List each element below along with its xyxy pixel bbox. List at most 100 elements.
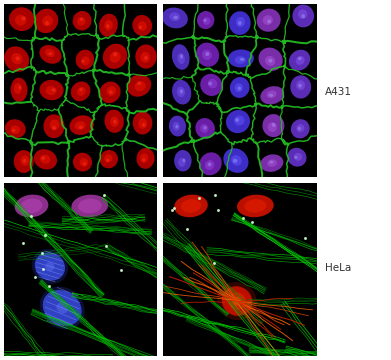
Ellipse shape bbox=[56, 303, 68, 313]
Ellipse shape bbox=[138, 21, 147, 31]
Ellipse shape bbox=[236, 17, 245, 27]
Ellipse shape bbox=[42, 15, 53, 27]
Ellipse shape bbox=[137, 81, 142, 85]
Ellipse shape bbox=[289, 50, 310, 71]
Ellipse shape bbox=[287, 148, 307, 167]
Ellipse shape bbox=[48, 52, 52, 55]
Ellipse shape bbox=[106, 159, 109, 162]
Ellipse shape bbox=[205, 52, 209, 56]
Ellipse shape bbox=[79, 126, 83, 129]
Ellipse shape bbox=[32, 249, 68, 284]
Ellipse shape bbox=[298, 84, 302, 88]
Ellipse shape bbox=[208, 82, 212, 85]
Ellipse shape bbox=[228, 292, 246, 310]
Ellipse shape bbox=[20, 156, 29, 166]
Ellipse shape bbox=[15, 195, 48, 217]
Ellipse shape bbox=[138, 26, 142, 29]
Ellipse shape bbox=[100, 82, 120, 103]
Ellipse shape bbox=[39, 45, 61, 64]
Ellipse shape bbox=[196, 42, 219, 67]
Ellipse shape bbox=[9, 7, 34, 31]
Ellipse shape bbox=[268, 59, 273, 63]
Ellipse shape bbox=[140, 52, 150, 63]
Ellipse shape bbox=[103, 44, 127, 69]
Ellipse shape bbox=[177, 87, 185, 97]
Ellipse shape bbox=[136, 148, 154, 169]
Ellipse shape bbox=[15, 15, 27, 26]
Ellipse shape bbox=[174, 15, 178, 19]
Ellipse shape bbox=[169, 12, 180, 21]
Ellipse shape bbox=[142, 123, 145, 127]
Ellipse shape bbox=[142, 158, 145, 162]
Ellipse shape bbox=[11, 126, 20, 134]
Ellipse shape bbox=[260, 86, 284, 104]
Ellipse shape bbox=[208, 79, 217, 88]
Ellipse shape bbox=[228, 49, 254, 67]
Ellipse shape bbox=[75, 50, 94, 69]
Text: A431: A431 bbox=[325, 87, 352, 97]
Ellipse shape bbox=[178, 53, 185, 64]
Ellipse shape bbox=[110, 117, 119, 127]
Ellipse shape bbox=[197, 11, 214, 29]
Ellipse shape bbox=[174, 195, 208, 217]
Ellipse shape bbox=[72, 195, 108, 217]
Ellipse shape bbox=[229, 11, 251, 35]
Ellipse shape bbox=[265, 56, 275, 66]
Ellipse shape bbox=[178, 158, 185, 167]
Ellipse shape bbox=[235, 56, 246, 64]
Ellipse shape bbox=[109, 90, 113, 94]
Ellipse shape bbox=[203, 19, 206, 22]
Ellipse shape bbox=[235, 118, 239, 122]
Ellipse shape bbox=[34, 149, 57, 170]
Ellipse shape bbox=[294, 153, 302, 161]
Ellipse shape bbox=[180, 54, 183, 59]
Ellipse shape bbox=[268, 122, 277, 132]
Ellipse shape bbox=[73, 153, 92, 171]
Ellipse shape bbox=[269, 161, 273, 163]
Ellipse shape bbox=[80, 158, 88, 167]
Ellipse shape bbox=[238, 21, 242, 25]
Ellipse shape bbox=[113, 52, 117, 57]
Ellipse shape bbox=[73, 11, 91, 31]
Ellipse shape bbox=[291, 75, 311, 99]
Ellipse shape bbox=[39, 80, 64, 100]
Ellipse shape bbox=[199, 152, 222, 175]
Ellipse shape bbox=[256, 9, 281, 32]
Ellipse shape bbox=[296, 80, 305, 90]
Ellipse shape bbox=[50, 120, 59, 130]
Ellipse shape bbox=[45, 21, 49, 25]
Ellipse shape bbox=[41, 156, 45, 160]
Ellipse shape bbox=[104, 20, 113, 31]
Ellipse shape bbox=[301, 14, 305, 18]
Text: HeLa: HeLa bbox=[325, 263, 351, 273]
Ellipse shape bbox=[133, 112, 152, 135]
Ellipse shape bbox=[223, 148, 248, 173]
Ellipse shape bbox=[80, 18, 83, 21]
Ellipse shape bbox=[173, 122, 180, 131]
Ellipse shape bbox=[294, 156, 298, 159]
Ellipse shape bbox=[296, 124, 304, 132]
Ellipse shape bbox=[14, 150, 34, 173]
Ellipse shape bbox=[113, 120, 117, 124]
Ellipse shape bbox=[298, 9, 307, 19]
Ellipse shape bbox=[14, 83, 22, 94]
Ellipse shape bbox=[208, 162, 212, 166]
Ellipse shape bbox=[39, 287, 85, 329]
Ellipse shape bbox=[71, 81, 90, 101]
Ellipse shape bbox=[233, 159, 237, 163]
Ellipse shape bbox=[196, 118, 215, 139]
Ellipse shape bbox=[83, 162, 86, 165]
Ellipse shape bbox=[238, 86, 241, 90]
Ellipse shape bbox=[205, 160, 214, 170]
Ellipse shape bbox=[52, 88, 56, 92]
Ellipse shape bbox=[4, 46, 29, 72]
Ellipse shape bbox=[203, 126, 207, 130]
Ellipse shape bbox=[75, 121, 86, 130]
Ellipse shape bbox=[231, 155, 242, 166]
Ellipse shape bbox=[43, 290, 82, 326]
Ellipse shape bbox=[232, 297, 242, 305]
Ellipse shape bbox=[45, 262, 54, 271]
Ellipse shape bbox=[237, 195, 274, 217]
Ellipse shape bbox=[200, 124, 208, 133]
Ellipse shape bbox=[258, 48, 283, 71]
